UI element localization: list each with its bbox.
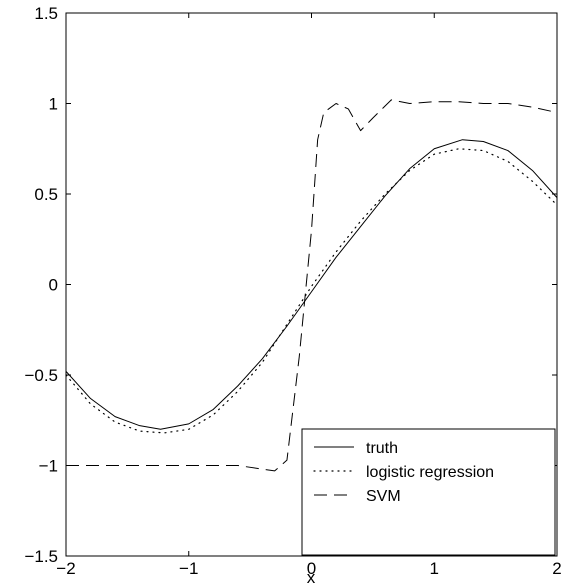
tick-label-layer: −2 −1 0 1 2 −1.5 −1 −0.5 0 0.5 1 1.5 — [24, 4, 561, 578]
legend: truth logistic regression SVM — [301, 428, 556, 556]
x-axis-label: x — [307, 568, 316, 586]
series-line-0 — [65, 139, 558, 430]
x-tick-label-2: 0 — [307, 559, 316, 578]
y-tick-label-1: −1 — [39, 457, 58, 476]
legend-box — [301, 428, 556, 556]
legend-items: truth logistic regression SVM — [313, 440, 494, 505]
x-tick-label-1: −1 — [179, 559, 198, 578]
x-tick-label-4: 2 — [552, 559, 561, 578]
series-layer — [65, 99, 558, 472]
y-tick-label-6: 1.5 — [34, 4, 58, 23]
y-tick-label-4: 0.5 — [34, 185, 58, 204]
legend-label-2: SVM — [366, 488, 401, 505]
y-tick-label-3: 0 — [49, 276, 58, 295]
series-line-1 — [65, 148, 558, 434]
y-tick-label-2: −0.5 — [24, 366, 58, 385]
x-tick-label-0: −2 — [56, 559, 75, 578]
legend-label-1: logistic regression — [366, 464, 494, 481]
y-tick-label-0: −1.5 — [24, 547, 58, 566]
legend-label-0: truth — [366, 440, 398, 457]
series-line-2 — [66, 99, 558, 472]
x-tick-label-3: 1 — [430, 559, 439, 578]
y-tick-label-5: 1 — [49, 95, 58, 114]
